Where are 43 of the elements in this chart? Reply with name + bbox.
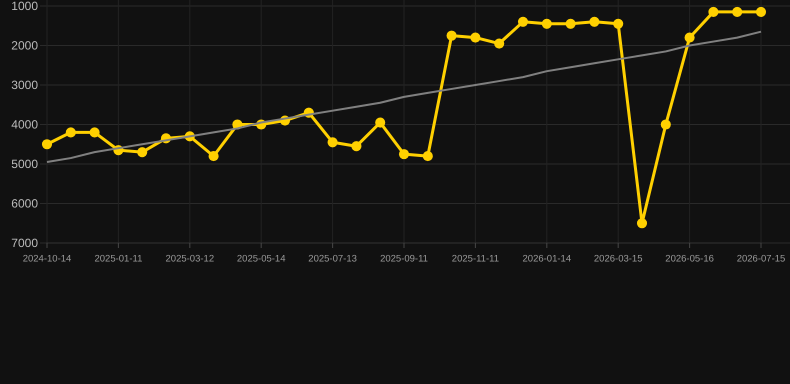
- point: [470, 32, 480, 43]
- point: [66, 127, 76, 138]
- x-tick-label: 2025-05-14: [236, 253, 286, 264]
- y-tick-label: 1000: [11, 0, 38, 14]
- point: [684, 32, 695, 43]
- point: [613, 18, 624, 29]
- point: [708, 6, 718, 17]
- x-tick-label: 2026-05-16: [665, 253, 714, 264]
- point: [446, 30, 457, 41]
- y-tick-label: 6000: [11, 196, 38, 211]
- x-tick-label: 2025-09-11: [380, 253, 428, 264]
- point: [756, 6, 766, 17]
- x-tick-label: 2025-07-13: [308, 253, 357, 264]
- point: [422, 151, 433, 162]
- point: [518, 16, 528, 27]
- x-tick-label: 2026-07-15: [736, 253, 786, 264]
- y-tick-label: 5000: [11, 157, 38, 172]
- point: [589, 16, 600, 27]
- x-tick-label: 2025-03-12: [165, 253, 214, 264]
- point: [494, 38, 504, 49]
- point: [566, 18, 576, 29]
- x-tick-label: 2026-03-15: [594, 253, 643, 264]
- point: [137, 147, 148, 158]
- x-tick-label: 2026-01-14: [522, 253, 572, 264]
- point: [375, 117, 386, 128]
- point: [542, 18, 552, 29]
- point: [90, 127, 100, 138]
- y-tick-label: 4000: [11, 118, 38, 132]
- point: [398, 149, 410, 160]
- x-tick-label: 2025-01-11: [94, 253, 142, 264]
- line-series: [46, 30, 762, 164]
- point: [328, 137, 338, 148]
- y-tick-label: 7000: [11, 236, 38, 250]
- y-tick-label: 2000: [11, 38, 38, 53]
- point: [351, 141, 362, 152]
- point: [732, 6, 742, 17]
- point: [636, 218, 648, 228]
- point: [208, 151, 219, 162]
- point: [660, 119, 671, 130]
- point: [42, 139, 52, 150]
- x-tick-label: 2025-11-11: [452, 253, 499, 264]
- x-tick-label: 2024-10-14: [22, 253, 72, 264]
- y-tick-label: 3000: [11, 78, 38, 92]
